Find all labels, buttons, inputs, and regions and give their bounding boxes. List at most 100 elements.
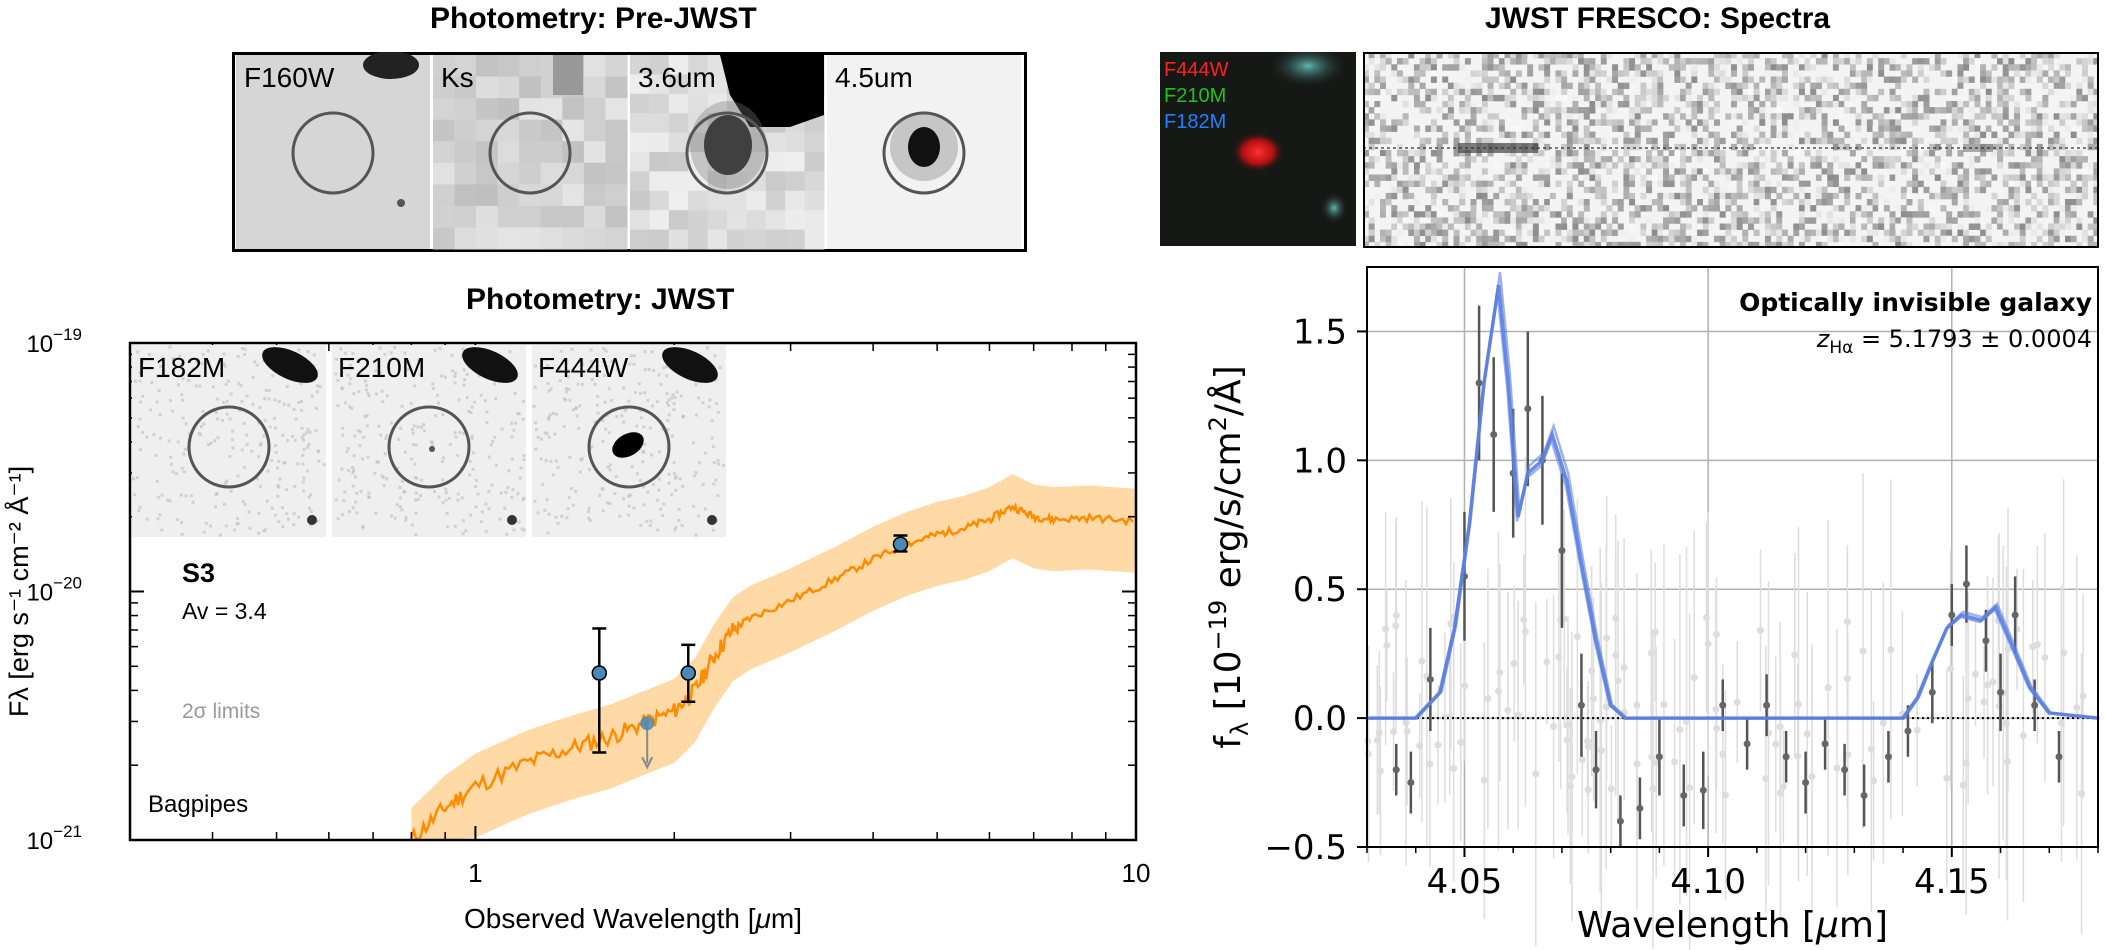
spectrum-pixel	[1906, 64, 1913, 71]
stamp-pixel	[630, 55, 650, 75]
noise-pixel	[666, 419, 670, 423]
spectrum-pixel	[1459, 192, 1466, 200]
spectrum-pixel	[1663, 174, 1670, 181]
spectrum-pixel	[1646, 88, 1653, 96]
noise-pixel	[590, 365, 594, 369]
spectrum-pixel	[2076, 58, 2083, 65]
spectrum-pixel	[1770, 94, 1777, 102]
spectrum-pixel	[1379, 76, 1386, 83]
spectrum-pixel	[1498, 156, 1505, 163]
noise-pixel	[470, 405, 474, 409]
spectrum-pixel	[1861, 174, 1868, 181]
spectrum-pixel	[1612, 186, 1619, 194]
spectrum-pixel	[1793, 192, 1800, 200]
spectrum-pixel	[1651, 94, 1658, 102]
spectrum-pixel	[1589, 156, 1596, 163]
noise-pixel	[441, 460, 445, 464]
stamp-pixel	[668, 152, 689, 172]
spectrum-pixel	[1476, 211, 1483, 218]
spectrum-pixel	[2031, 70, 2038, 77]
spectrum-pixel	[1946, 143, 1953, 151]
noise-pixel	[282, 461, 286, 465]
spectrum-pixel	[1578, 241, 1585, 248]
spectrum-pixel	[1385, 156, 1392, 163]
spectrum-pixel	[1561, 107, 1568, 114]
spectrum-pixel	[1849, 82, 1856, 90]
spectrum-pixel	[1408, 174, 1415, 181]
noise-pixel	[588, 519, 592, 523]
spectrum-pixel	[1612, 162, 1619, 169]
spectrum-pixel	[1736, 94, 1743, 102]
spectrum-pixel	[1442, 217, 1449, 224]
spectrum-pixel	[1923, 101, 1930, 108]
noise-pixel	[664, 365, 668, 369]
spectrum-pixel	[2048, 52, 2055, 59]
spectrum-pixel	[1481, 119, 1488, 126]
spectrum-pixel	[1419, 101, 1426, 108]
spectrum-pixel	[1583, 82, 1590, 90]
noise-pixel	[629, 354, 633, 358]
faint-data-point	[1879, 719, 1887, 727]
spectrum-pixel	[1515, 241, 1522, 248]
spectrum-pixel	[1606, 229, 1613, 237]
spectrum-pixel	[2093, 143, 2099, 151]
spectrum-pixel	[1470, 180, 1477, 188]
noise-pixel	[431, 444, 435, 448]
spectrum-pixel	[1946, 235, 1953, 243]
spectrum-pixel	[1912, 174, 1919, 181]
noise-pixel	[296, 462, 300, 466]
noise-pixel	[253, 360, 257, 364]
spectrum-pixel	[1589, 223, 1596, 230]
faint-data-point	[1383, 641, 1391, 649]
spectrum-pixel	[1374, 241, 1381, 248]
spectrum-pixel	[1515, 229, 1522, 237]
spectrum-pixel	[1997, 229, 2004, 237]
spectrum-pixel	[1680, 162, 1687, 169]
spectrum-pixel	[1708, 70, 1715, 77]
spectrum-pixel	[1702, 82, 1709, 90]
spectrum-pixel	[1934, 143, 1941, 151]
faint-data-point	[1532, 770, 1540, 778]
noise-pixel	[519, 466, 523, 470]
spectrum-pixel	[1708, 180, 1715, 188]
spectrum-pixel	[1617, 199, 1624, 206]
spectrum-pixel	[1804, 229, 1811, 237]
spectrum-pixel	[1453, 186, 1460, 194]
noise-pixel	[694, 471, 698, 475]
noise-pixel	[432, 387, 436, 391]
noise-pixel	[457, 398, 461, 402]
spectrum-pixel	[1606, 156, 1613, 163]
noise-pixel	[231, 446, 235, 450]
noise-pixel	[342, 499, 346, 503]
spectrum-pixel	[2008, 76, 2015, 83]
spectrum-pixel	[1963, 168, 1970, 175]
spectrum-pixel	[1861, 162, 1868, 169]
stamp-pixel	[746, 229, 767, 250]
faint-data-point	[1543, 658, 1551, 666]
noise-pixel	[670, 434, 674, 438]
spectrum-pixel	[1747, 143, 1754, 151]
noise-pixel	[380, 474, 384, 478]
spectrum-pixel	[1583, 70, 1590, 77]
spectrum-pixel	[1583, 58, 1590, 65]
neighbor-blob	[1268, 52, 1348, 88]
noise-pixel	[574, 489, 578, 493]
spectrum-pixel	[1413, 70, 1420, 77]
spectrum-pixel	[1527, 217, 1534, 224]
spectrum-pixel	[1951, 119, 1958, 126]
noise-pixel	[628, 493, 632, 497]
spectrum-pixel	[1498, 211, 1505, 218]
spectrum-pixel	[2019, 180, 2026, 188]
spectrum-pixel	[1527, 192, 1534, 200]
spectrum-pixel	[1453, 217, 1460, 224]
spectrum-pixel	[1866, 229, 1873, 237]
spectrum-pixel	[2025, 137, 2032, 145]
spectrum-pixel	[2014, 119, 2021, 126]
spectrum-pixel	[1555, 125, 1562, 132]
spectrum-pixel	[1798, 156, 1805, 163]
spectrum-pixel	[1510, 76, 1517, 83]
spectrum-pixel	[1464, 76, 1471, 83]
spectrum-pixel	[1651, 162, 1658, 169]
spectrum-pixel	[1368, 119, 1375, 126]
spectrum-pixel	[1442, 223, 1449, 230]
